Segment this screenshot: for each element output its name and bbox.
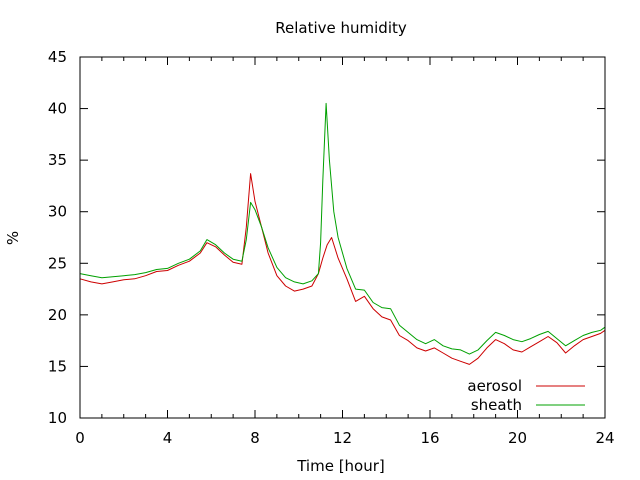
y-tick-label: 15 xyxy=(48,357,67,375)
chart-title: Relative humidity xyxy=(275,19,407,37)
y-tick-label: 30 xyxy=(48,203,67,221)
x-tick-label: 20 xyxy=(508,429,527,447)
legend-label-aerosol: aerosol xyxy=(467,377,522,395)
x-axis-label: Time [hour] xyxy=(296,457,385,475)
y-tick-label: 10 xyxy=(48,409,67,427)
x-tick-label: 16 xyxy=(420,429,439,447)
y-tick-label: 20 xyxy=(48,306,67,324)
x-tick-label: 8 xyxy=(250,429,260,447)
x-tick-label: 0 xyxy=(75,429,85,447)
axis-ticks: 0 4 8 12 16 20 24 10 15 20 25 30 35 40 45 xyxy=(48,48,615,447)
y-tick-label: 35 xyxy=(48,151,67,169)
x-tick-label: 4 xyxy=(163,429,173,447)
legend-label-sheath: sheath xyxy=(471,396,522,414)
series-line-sheath xyxy=(79,102,606,355)
plot-lines xyxy=(79,102,606,365)
y-tick-label: 45 xyxy=(48,48,67,66)
plot-frame xyxy=(79,56,606,419)
y-tick-label: 40 xyxy=(48,100,67,118)
x-tick-label: 24 xyxy=(595,429,614,447)
y-axis-label: % xyxy=(4,231,22,245)
series-line-aerosol xyxy=(79,173,606,365)
y-tick-label: 25 xyxy=(48,254,67,272)
x-tick-label: 12 xyxy=(333,429,352,447)
